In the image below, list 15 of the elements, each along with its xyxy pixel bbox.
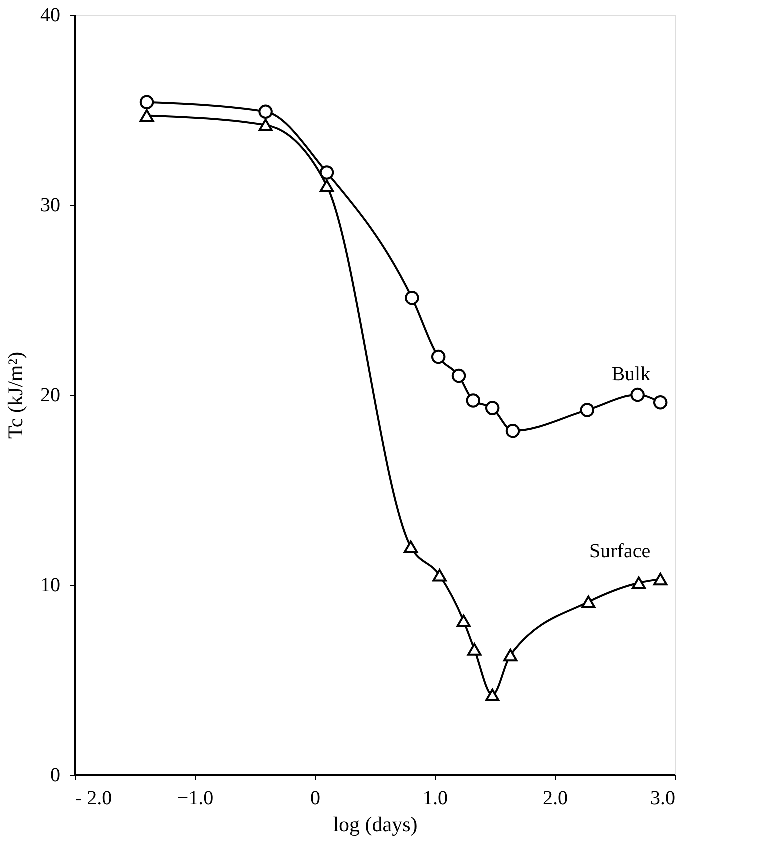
- x-tick-label: - 2.0: [76, 788, 112, 810]
- x-axis-title: log (days): [333, 812, 418, 836]
- series-label: Bulk: [612, 364, 651, 386]
- y-axis-title: Tc (kJ/m²): [4, 352, 28, 440]
- y-tick-label: 40: [40, 4, 60, 26]
- x-tick-label: −1.0: [177, 788, 214, 810]
- y-tick-label: 20: [40, 384, 60, 406]
- x-tick-label: 2.0: [543, 788, 568, 810]
- x-tick-label: 1.0: [423, 788, 448, 810]
- series-label: Surface: [590, 540, 651, 562]
- y-tick-label: 10: [40, 574, 60, 596]
- y-tick-label: 0: [50, 764, 60, 786]
- x-tick-label: 3.0: [650, 788, 676, 810]
- y-tick-label: 30: [40, 194, 60, 216]
- x-tick-label: 0: [310, 788, 320, 810]
